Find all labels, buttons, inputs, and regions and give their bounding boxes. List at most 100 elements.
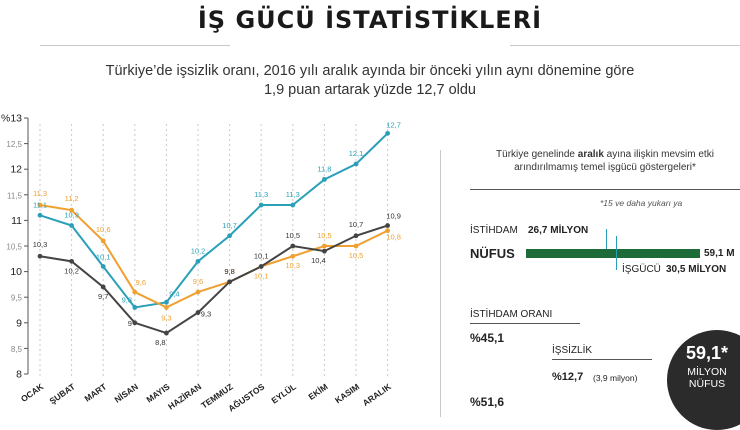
x-tick-label: EYLÜL	[269, 381, 298, 405]
istihdam-value: 26,7 MİLYON	[528, 225, 589, 236]
x-tick-label: ŞUBAT	[48, 381, 78, 406]
data-label: 11,3	[286, 190, 300, 199]
data-label: 11,1	[33, 200, 47, 209]
isgucu-label: İŞGÜCÜ	[622, 264, 661, 275]
data-label: 9,3	[201, 310, 211, 319]
issizlik-rule	[552, 359, 652, 360]
y-tick-label: 8,5	[11, 345, 23, 354]
panel-footnote: *15 ve daha yukarı ya	[600, 198, 683, 208]
data-label: 9,4	[169, 289, 179, 298]
page-title: İŞ GÜCÜ İSTATİSTİKLERİ	[197, 6, 543, 34]
panel-divider	[440, 150, 441, 417]
series-line-1	[39, 204, 389, 309]
x-tick-label: NİSAN	[113, 381, 140, 404]
data-point	[258, 202, 264, 208]
data-point	[164, 299, 169, 305]
data-label: 9,8	[224, 267, 234, 276]
data-point	[100, 238, 106, 244]
data-point	[353, 161, 359, 167]
extra-rate-value: %51,6	[470, 395, 505, 409]
data-label: 10,3	[33, 240, 48, 249]
data-point	[100, 284, 106, 290]
data-label: 10,5	[285, 231, 300, 240]
data-label: 11,2	[65, 194, 79, 203]
istihdam-marker	[606, 229, 607, 249]
nufus-bar	[526, 249, 700, 258]
x-tick-label: OCAK	[19, 381, 46, 404]
data-point	[132, 289, 138, 295]
x-tick-label: EKİM	[306, 381, 329, 401]
isgucu-value: 30,5 MİLYON	[666, 264, 727, 275]
population-circle-value: 59,1*	[685, 343, 729, 363]
title-rule-right	[510, 45, 740, 46]
nufus-label: NÜFUS	[470, 246, 515, 261]
issizlik-label: İŞSİZLİK	[552, 345, 593, 356]
data-point	[195, 310, 201, 315]
istihdam-orani-rule	[470, 323, 580, 324]
istihdam-orani-value: %45,1	[470, 331, 505, 345]
data-label: 9,3	[122, 295, 132, 304]
data-label: 9,6	[136, 278, 146, 287]
data-point	[69, 258, 74, 264]
data-point	[164, 305, 169, 310]
data-point	[322, 177, 327, 182]
issizlik-value: %12,7	[552, 371, 584, 383]
data-point	[37, 202, 43, 208]
data-label: 12,1	[349, 149, 364, 158]
y-tick-label: %13	[1, 113, 22, 125]
data-point	[132, 305, 138, 310]
data-point	[385, 228, 390, 234]
x-tick-label: HAZİRAN	[166, 381, 203, 411]
data-label: 12,7	[386, 120, 401, 129]
data-label: 10,2	[191, 246, 206, 255]
title-rule-left	[40, 45, 230, 46]
data-label: 10,8	[386, 233, 401, 242]
data-point	[290, 202, 296, 208]
population-circle-unit: MİLYON	[687, 366, 727, 378]
data-label: 10,7	[222, 221, 237, 230]
data-point	[69, 223, 74, 228]
data-label: 11,3	[33, 189, 47, 198]
data-point	[385, 223, 390, 228]
data-point	[195, 258, 201, 264]
y-tick-label: 12,5	[6, 140, 22, 149]
panel-intro-bold: aralık	[577, 149, 604, 160]
data-label: 10,5	[349, 251, 364, 260]
data-point	[322, 243, 327, 249]
data-label: 9	[128, 319, 132, 328]
data-point	[195, 289, 201, 295]
line-chart: 8 8,5 9 9,5 10 10,5 11 11,5 12 12,5 %13 11,1 10,9 10,…	[1, 113, 401, 414]
issizlik-sub: (3,9 milyon)	[593, 373, 638, 383]
series-line-0	[39, 132, 389, 309]
y-tick-label: 10	[10, 266, 22, 278]
subtitle-line-2: 1,9 puan artarak yüzde 12,7 oldu	[263, 82, 476, 98]
data-point	[227, 279, 233, 285]
panel-intro-rule	[470, 189, 740, 190]
x-tick-label: AĞUSTOS	[226, 380, 267, 413]
panel-intro-post: ayına ilişkin mevsim etki	[603, 149, 714, 160]
data-label: 10,1	[96, 252, 111, 261]
data-point	[37, 212, 43, 218]
data-point	[353, 233, 359, 239]
data-label: 10,6	[96, 225, 111, 234]
x-tick-label: MART	[82, 381, 109, 404]
panel-intro-line2: arındırılmamış temel işgücü göstergeleri…	[514, 162, 696, 173]
data-label: 10,7	[349, 220, 364, 229]
data-point	[37, 253, 43, 259]
x-tick-label: ARALIK	[361, 381, 394, 408]
data-label: 9,3	[161, 313, 171, 322]
data-point	[290, 243, 296, 249]
subtitle-line-1: Türkiye’de işsizlik oranı, 2016 yılı ara…	[105, 63, 635, 79]
nufus-value: 59,1 M	[704, 248, 735, 259]
data-label: 8,8	[155, 338, 165, 347]
data-label: 11,8	[317, 164, 331, 173]
data-point	[322, 248, 327, 254]
data-label: 10,1	[254, 271, 269, 280]
data-label: 10,5	[317, 231, 332, 240]
data-label: 10,3	[285, 261, 300, 270]
y-tick-label: 9	[16, 317, 22, 329]
population-circle	[667, 330, 740, 430]
data-label: 9,7	[98, 292, 108, 301]
y-tick-label: 8	[16, 369, 22, 381]
data-label: 10,4	[311, 256, 326, 265]
